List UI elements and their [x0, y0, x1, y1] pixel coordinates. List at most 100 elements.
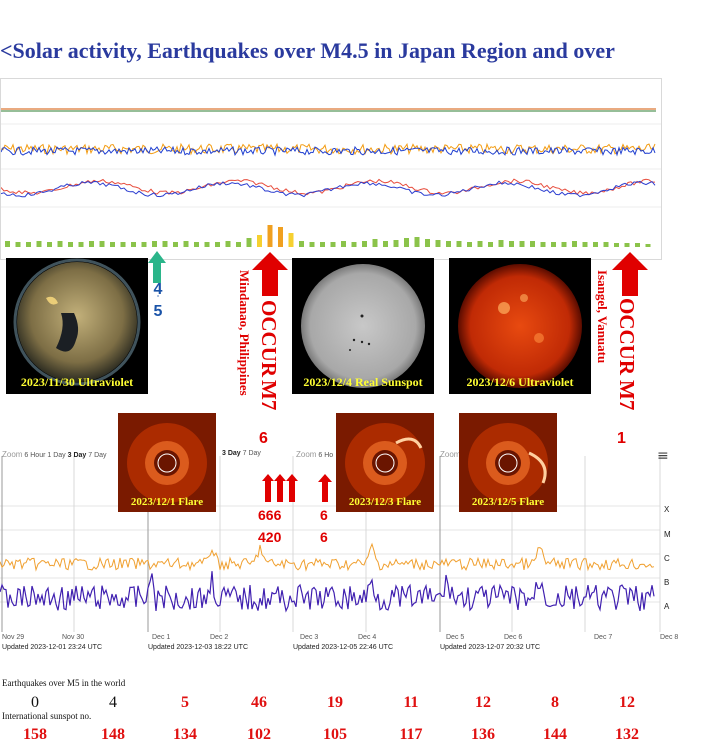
kp-bar	[309, 242, 315, 247]
kp-bar	[26, 242, 31, 247]
kp-bar	[131, 242, 136, 247]
zoom-3d-mid[interactable]: 3 Day	[222, 450, 241, 457]
occur-word-2: OCCUR	[615, 298, 639, 375]
x-label-dec5: Dec 5	[446, 634, 465, 641]
kp-bar	[215, 242, 220, 247]
occur-event2-mag: M7	[614, 380, 639, 410]
kp-bar	[645, 244, 651, 247]
eq-row-label: Earthquakes over M5 in the world	[2, 678, 126, 688]
kp-bar	[488, 242, 493, 247]
zoom-3d[interactable]: 3 Day	[67, 452, 87, 459]
kp-bar	[267, 225, 273, 247]
ssn-row-label: International sunspot no.	[2, 711, 92, 721]
kp-bar	[15, 242, 21, 247]
sun-red-icon	[458, 264, 582, 388]
zoom-7d[interactable]: 7 Day	[88, 452, 107, 459]
uv-image-nov30: 2023/11/30 Ultraviolet	[6, 258, 148, 394]
ssn-value-12-1: 134	[173, 726, 197, 743]
kp-bar	[110, 242, 115, 247]
zoom-6h-2[interactable]: 6 Ho	[318, 452, 334, 459]
x-label-dec2: Dec 2	[210, 634, 229, 641]
x-label-nov30: Nov 30	[62, 634, 85, 641]
y-label-b: B	[664, 578, 670, 587]
x-label-dec1: Dec 1	[152, 634, 171, 641]
y-label-m: M	[664, 530, 671, 539]
toolbar-left: Zoom 6 Hour 1 Day 3 Day 7 Day	[2, 450, 107, 459]
kp-bar	[257, 235, 262, 247]
kp-bar	[435, 240, 441, 247]
toolbar-far: Zoom	[440, 450, 460, 459]
event2-place: Isangel, Vanuatu	[594, 270, 610, 363]
toolbar-mid: 3 Day 7 Day	[222, 450, 261, 457]
eq-value-12-4: 11	[403, 694, 419, 711]
uv-image-dec6: 2023/12/6 Ultraviolet	[449, 258, 591, 394]
kp-bar	[519, 241, 525, 247]
flare-image-dec5: 2023/12/5 Flare	[459, 413, 557, 512]
event1-mag: M7	[257, 380, 281, 411]
sun-uv-icon	[13, 258, 141, 386]
teal-bottom: 5	[153, 303, 163, 320]
kp-bar	[120, 242, 126, 247]
toolbar-right: Zoom 6 Ho	[296, 450, 333, 459]
uv-dec6-caption: 2023/12/6 Ultraviolet	[466, 375, 574, 389]
kp-bar	[372, 239, 378, 247]
ssn-value-12-6: 144	[543, 726, 567, 743]
kp-bar	[614, 243, 619, 247]
zoom-6h[interactable]: 6 Hour	[24, 452, 46, 459]
y-label-a: A	[664, 602, 670, 611]
kp-bar	[5, 241, 10, 247]
kp-bar	[572, 241, 577, 247]
eq-value-11-30: 4	[109, 694, 117, 711]
kp-bar	[540, 242, 546, 247]
occur-event1-label: OCCUR	[256, 300, 281, 420]
teal-marker-values: 4 ˙ 5	[150, 282, 166, 320]
eq-value-12-6: 8	[551, 694, 559, 711]
zoom-1d[interactable]: 1 Day	[47, 452, 66, 459]
eq-value-12-7: 12	[619, 694, 635, 711]
kp-bar	[425, 239, 430, 247]
event2-mag: M7	[615, 380, 639, 411]
kp-bar	[320, 242, 325, 247]
small-a-top: 666	[258, 507, 282, 523]
y-label-x: X	[664, 505, 670, 514]
small-marker-a: 666 420	[258, 504, 281, 548]
kp-bar	[225, 241, 231, 247]
kp-bar	[383, 241, 388, 247]
occur-event2-label: OCCUR	[614, 298, 639, 375]
updated-2: Updated 2023-12-03 18:22 UTC	[148, 644, 249, 651]
kp-bar	[288, 233, 294, 247]
event2-digit: 1	[617, 430, 626, 447]
small-marker-b: 6 6	[320, 504, 328, 548]
zoom-label-3: Zoom	[440, 450, 461, 459]
dashboard-graphs	[1, 108, 661, 247]
updated-3: Updated 2023-12-05 22:46 UTC	[293, 644, 394, 651]
zoom-7d-mid[interactable]: 7 Day	[242, 450, 261, 457]
kp-bar	[446, 241, 451, 247]
teal-dot: ˙	[156, 295, 160, 306]
eq-value-12-5: 12	[475, 694, 491, 711]
flare-dec3-caption: 2023/12/3 Flare	[348, 496, 422, 508]
sun-white-icon	[301, 264, 425, 388]
flare-image-dec3: 2023/12/3 Flare	[336, 413, 434, 512]
ssn-value-12-4: 117	[399, 726, 423, 743]
eq-value-11-29: 0	[31, 694, 39, 711]
title-text: Solar activity, Earthquakes over M4.5 in…	[12, 38, 615, 63]
x-label-dec7: Dec 7	[594, 634, 613, 641]
occur-event1-mag: M7	[256, 380, 281, 410]
hamburger-menu-icon[interactable]: ≡	[657, 448, 669, 464]
sunspot-caption: 2023/12/4 Real Sunspot	[303, 375, 423, 389]
red-arrow-icon	[252, 252, 288, 296]
kp-bar	[236, 242, 241, 247]
kp-bar	[467, 242, 472, 247]
kp-bar	[330, 242, 336, 247]
kp-bar	[351, 242, 357, 247]
page-title: <Solar activity, Earthquakes over M4.5 i…	[0, 38, 702, 72]
kp-bar	[404, 238, 409, 247]
kp-bar	[152, 241, 157, 247]
x-label-dec3: Dec 3	[300, 634, 319, 641]
kp-bar	[278, 227, 283, 247]
coronagraph-icon	[336, 413, 434, 512]
kp-bar	[582, 242, 588, 247]
space-weather-dashboard	[0, 78, 662, 260]
kp-bar	[530, 241, 535, 247]
